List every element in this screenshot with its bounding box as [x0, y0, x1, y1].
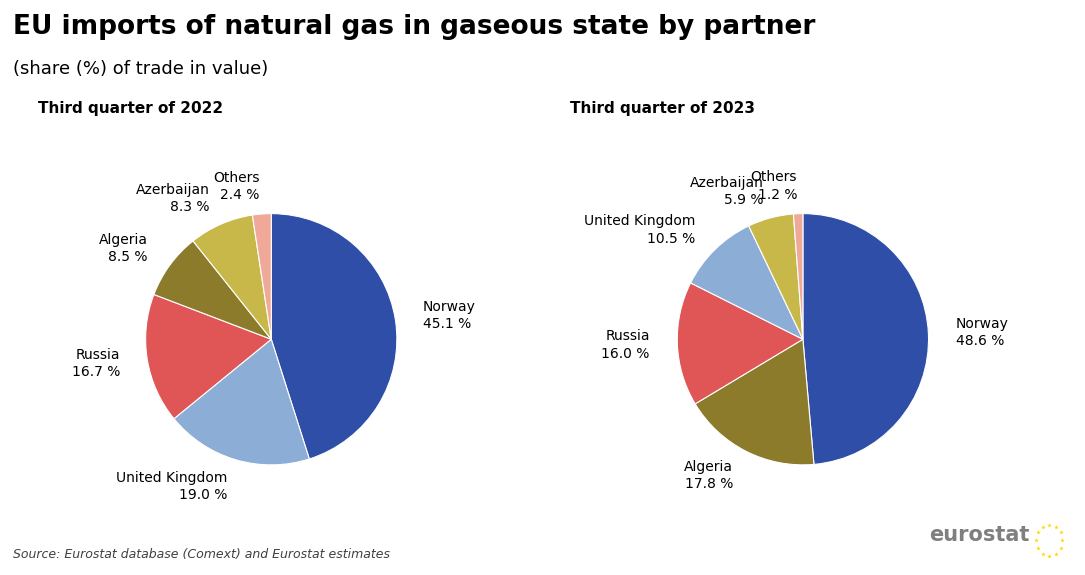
Wedge shape: [793, 214, 803, 339]
Wedge shape: [145, 294, 271, 419]
Wedge shape: [677, 283, 803, 404]
Text: Norway
45.1 %: Norway 45.1 %: [423, 300, 475, 331]
Text: eurostat: eurostat: [929, 525, 1030, 545]
Text: Third quarter of 2023: Third quarter of 2023: [570, 101, 755, 116]
Text: Source: Eurostat database (Comext) and Eurostat estimates: Source: Eurostat database (Comext) and E…: [13, 547, 390, 561]
Text: Russia
16.0 %: Russia 16.0 %: [601, 329, 650, 361]
Text: Third quarter of 2022: Third quarter of 2022: [38, 101, 224, 116]
Text: Russia
16.7 %: Russia 16.7 %: [72, 348, 120, 380]
Text: Algeria
8.5 %: Algeria 8.5 %: [99, 233, 148, 264]
Text: Azerbaijan
5.9 %: Azerbaijan 5.9 %: [689, 175, 764, 207]
Wedge shape: [803, 214, 929, 465]
Text: (share (%) of trade in value): (share (%) of trade in value): [13, 60, 268, 78]
Text: United Kingdom
10.5 %: United Kingdom 10.5 %: [584, 214, 695, 246]
Text: Algeria
17.8 %: Algeria 17.8 %: [685, 460, 733, 492]
Wedge shape: [174, 339, 309, 465]
Wedge shape: [193, 215, 271, 339]
Text: Norway
48.6 %: Norway 48.6 %: [956, 317, 1009, 348]
Wedge shape: [271, 214, 397, 459]
Text: EU imports of natural gas in gaseous state by partner: EU imports of natural gas in gaseous sta…: [13, 14, 816, 40]
Text: Azerbaijan
8.3 %: Azerbaijan 8.3 %: [136, 183, 209, 214]
Wedge shape: [154, 241, 271, 339]
Text: Others
2.4 %: Others 2.4 %: [214, 171, 259, 202]
Text: United Kingdom
19.0 %: United Kingdom 19.0 %: [116, 470, 228, 502]
Wedge shape: [749, 214, 803, 339]
Wedge shape: [695, 339, 814, 465]
Wedge shape: [253, 214, 271, 339]
Wedge shape: [691, 226, 803, 339]
Text: Others
1.2 %: Others 1.2 %: [751, 170, 797, 202]
